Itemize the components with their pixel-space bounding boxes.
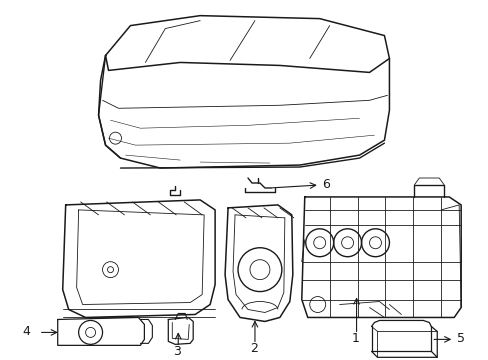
Text: 4: 4	[23, 325, 31, 338]
Text: 3: 3	[173, 345, 181, 358]
Text: 5: 5	[456, 332, 464, 345]
Text: 2: 2	[249, 342, 257, 355]
Text: 1: 1	[351, 332, 359, 345]
Text: 6: 6	[321, 178, 329, 191]
